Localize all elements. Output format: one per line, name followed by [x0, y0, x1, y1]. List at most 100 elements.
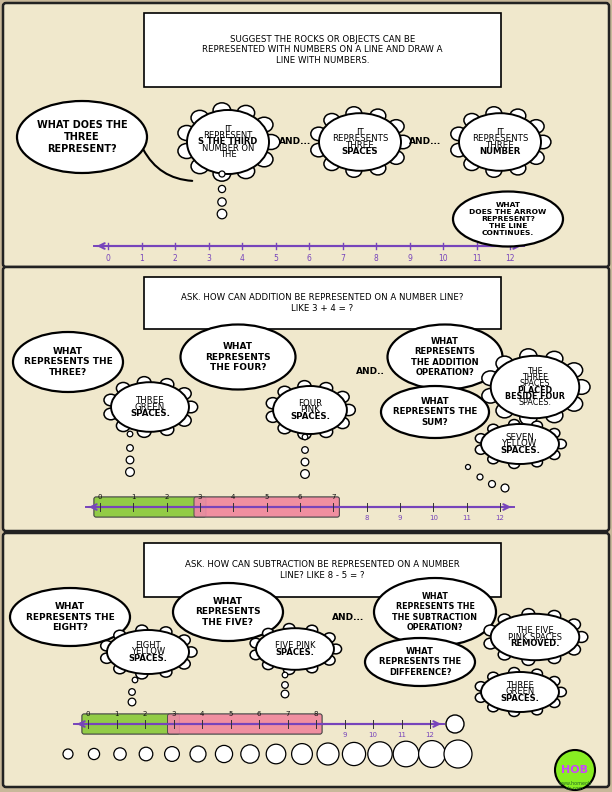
Ellipse shape	[482, 389, 499, 403]
Ellipse shape	[451, 143, 467, 157]
Text: REPRESENT: REPRESENT	[203, 131, 253, 140]
Text: 11: 11	[462, 515, 471, 521]
Ellipse shape	[555, 440, 566, 449]
Ellipse shape	[510, 162, 526, 175]
Text: 6: 6	[298, 494, 302, 500]
Circle shape	[444, 740, 472, 768]
Text: YELLOW: YELLOW	[131, 648, 165, 657]
Ellipse shape	[453, 192, 563, 246]
Text: 1: 1	[114, 711, 119, 717]
Ellipse shape	[187, 110, 269, 174]
Ellipse shape	[256, 628, 334, 670]
Ellipse shape	[568, 619, 580, 630]
Ellipse shape	[522, 654, 535, 665]
Circle shape	[127, 431, 133, 437]
Text: WHAT
REPRESENTS THE
THREE?: WHAT REPRESENTS THE THREE?	[24, 347, 113, 377]
Text: WHAT DOES THE
THREE
REPRESENT?: WHAT DOES THE THREE REPRESENT?	[37, 120, 127, 154]
Ellipse shape	[311, 128, 327, 141]
Text: AND...: AND...	[279, 138, 311, 147]
Circle shape	[488, 481, 496, 487]
Ellipse shape	[107, 630, 189, 674]
Text: YELLOW: YELLOW	[502, 440, 537, 448]
Ellipse shape	[522, 608, 535, 619]
Ellipse shape	[509, 420, 520, 429]
Text: THE FIVE: THE FIVE	[516, 626, 554, 635]
Text: 3: 3	[171, 711, 176, 717]
Text: IT: IT	[224, 125, 232, 134]
Ellipse shape	[237, 105, 255, 120]
Text: 10: 10	[438, 254, 448, 263]
Ellipse shape	[191, 158, 209, 173]
Circle shape	[266, 744, 286, 763]
Text: 12: 12	[425, 732, 435, 738]
Text: 7: 7	[285, 711, 289, 717]
Text: SEVEN: SEVEN	[506, 433, 534, 442]
Text: 2: 2	[143, 711, 147, 717]
Text: BESIDE FOUR: BESIDE FOUR	[505, 391, 565, 401]
Ellipse shape	[330, 644, 341, 654]
Ellipse shape	[101, 653, 113, 664]
Text: 1: 1	[131, 494, 136, 500]
Circle shape	[139, 747, 153, 761]
Ellipse shape	[459, 113, 541, 171]
Text: ASK. HOW CAN ADDITION BE REPRESENTED ON A NUMBER LINE?
LIKE 3 + 4 = ?: ASK. HOW CAN ADDITION BE REPRESENTED ON …	[181, 293, 464, 313]
Circle shape	[114, 748, 126, 760]
Ellipse shape	[137, 377, 151, 388]
Text: 4: 4	[231, 494, 236, 500]
Ellipse shape	[509, 459, 520, 469]
Circle shape	[129, 689, 135, 695]
Ellipse shape	[520, 410, 537, 425]
Ellipse shape	[491, 614, 580, 661]
Text: 4: 4	[200, 711, 204, 717]
Ellipse shape	[336, 391, 349, 402]
Text: 9: 9	[342, 732, 347, 738]
Text: WHAT
REPRESENTS
THE ADDITION
OPERATION?: WHAT REPRESENTS THE ADDITION OPERATION?	[411, 337, 479, 377]
Ellipse shape	[509, 668, 520, 677]
Text: 7: 7	[331, 494, 335, 500]
Circle shape	[342, 742, 365, 766]
Ellipse shape	[266, 411, 280, 422]
Circle shape	[291, 744, 312, 764]
Ellipse shape	[262, 135, 280, 150]
Ellipse shape	[388, 150, 404, 164]
Text: 6: 6	[307, 254, 312, 263]
Ellipse shape	[374, 578, 496, 646]
Circle shape	[281, 690, 289, 698]
Text: 2: 2	[165, 494, 169, 500]
Ellipse shape	[575, 631, 588, 642]
Text: PINK SPACES: PINK SPACES	[508, 633, 562, 642]
Text: THE: THE	[527, 367, 543, 376]
Circle shape	[300, 470, 309, 478]
Ellipse shape	[555, 687, 566, 697]
Ellipse shape	[549, 428, 560, 438]
Ellipse shape	[178, 125, 196, 140]
Text: 12: 12	[506, 254, 515, 263]
Ellipse shape	[531, 421, 542, 431]
Text: WHAT
REPRESENTS
THE FOUR?: WHAT REPRESENTS THE FOUR?	[205, 342, 271, 372]
Ellipse shape	[137, 426, 151, 437]
Ellipse shape	[510, 109, 526, 123]
Ellipse shape	[476, 693, 487, 703]
Text: 1: 1	[139, 254, 144, 263]
Text: EIGHT: EIGHT	[135, 642, 161, 650]
Circle shape	[132, 677, 138, 683]
Text: AND..: AND..	[356, 367, 384, 376]
Circle shape	[446, 715, 464, 733]
Text: NUMBER ON: NUMBER ON	[202, 144, 254, 153]
Ellipse shape	[283, 623, 295, 634]
Ellipse shape	[278, 386, 291, 398]
Ellipse shape	[263, 628, 274, 638]
Ellipse shape	[482, 371, 499, 386]
Text: 0: 0	[98, 494, 102, 500]
Text: 10: 10	[368, 732, 378, 738]
FancyBboxPatch shape	[168, 714, 322, 734]
Text: 5: 5	[273, 254, 278, 263]
Text: SPACES: SPACES	[520, 379, 550, 388]
Ellipse shape	[136, 625, 148, 635]
Text: THREE: THREE	[136, 396, 165, 405]
Text: 5: 5	[228, 711, 233, 717]
Circle shape	[419, 741, 446, 767]
Text: 2: 2	[173, 254, 177, 263]
Ellipse shape	[342, 405, 356, 416]
Circle shape	[317, 743, 339, 765]
